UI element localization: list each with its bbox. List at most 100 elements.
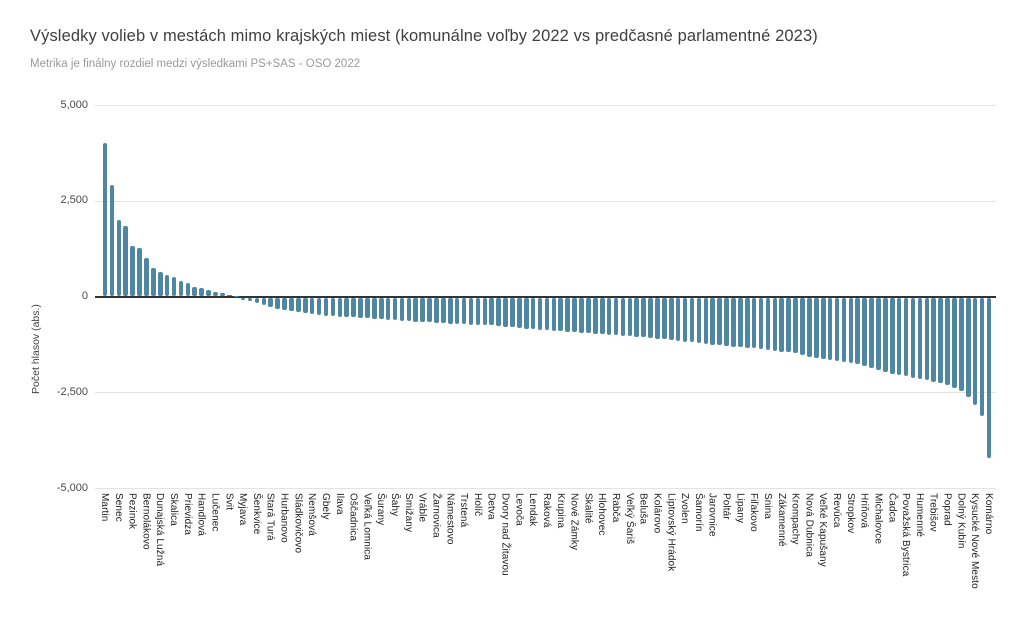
bar-pezinok[interactable]: [130, 246, 135, 297]
bar-handlov-[interactable]: [199, 288, 204, 297]
bar-rab-a[interactable]: [613, 297, 619, 336]
bar--enkvice[interactable]: [254, 297, 260, 304]
bar-kom-rno[interactable]: [986, 297, 992, 458]
bar[interactable]: [855, 297, 861, 365]
bar[interactable]: [510, 297, 515, 328]
bar[interactable]: [979, 297, 985, 416]
bar[interactable]: [523, 297, 529, 329]
bar[interactable]: [137, 247, 142, 297]
bar-kysuck-nov-mesto[interactable]: [972, 297, 978, 406]
bar-vr-ble[interactable]: [420, 297, 425, 322]
bar--amor-n[interactable]: [696, 297, 702, 344]
bar[interactable]: [938, 297, 943, 384]
bar-ilava[interactable]: [337, 297, 343, 317]
bar-nem-ov-[interactable]: [309, 297, 315, 315]
bar[interactable]: [786, 297, 791, 353]
bar-martin[interactable]: [102, 143, 108, 297]
bar-sl-dkovi-ovo[interactable]: [296, 297, 301, 313]
bar[interactable]: [772, 297, 778, 351]
bar-ve-k-kapu-any[interactable]: [820, 297, 826, 359]
bar--ahy[interactable]: [392, 297, 398, 321]
bar-detva[interactable]: [489, 297, 495, 326]
bar-star-tur-[interactable]: [268, 297, 274, 308]
bar[interactable]: [717, 297, 722, 346]
bar-senec[interactable]: [116, 219, 122, 297]
bar[interactable]: [744, 297, 750, 348]
bar[interactable]: [634, 297, 640, 337]
bar-krupina[interactable]: [558, 297, 564, 332]
bar-hri-ov-[interactable]: [862, 297, 867, 366]
bar[interactable]: [689, 297, 695, 343]
bar[interactable]: [372, 297, 377, 319]
bar[interactable]: [675, 297, 681, 341]
bar-skalit-[interactable]: [586, 297, 591, 334]
bar[interactable]: [358, 297, 363, 318]
bar[interactable]: [620, 297, 626, 336]
bar-o-adnica[interactable]: [351, 297, 356, 318]
bar-svit[interactable]: [227, 294, 232, 297]
bar-lendak[interactable]: [530, 297, 536, 330]
bar-fi-akovo[interactable]: [751, 297, 757, 349]
bar[interactable]: [496, 297, 501, 327]
bar[interactable]: [344, 297, 349, 318]
bar-n-mestovo[interactable]: [448, 297, 453, 324]
bar[interactable]: [427, 297, 432, 323]
bar[interactable]: [800, 297, 805, 356]
bar-dvory-nad-itavou[interactable]: [503, 297, 508, 327]
bar-lu-enec[interactable]: [213, 291, 218, 297]
bar[interactable]: [330, 297, 336, 317]
bar-kol-rovo[interactable]: [655, 297, 660, 339]
bar[interactable]: [302, 297, 308, 314]
bar-nov-z-mky[interactable]: [572, 297, 577, 333]
bar-nov-dubnica[interactable]: [807, 297, 812, 357]
bar[interactable]: [758, 297, 764, 350]
bar[interactable]: [648, 297, 653, 339]
bar-krompachy[interactable]: [793, 297, 798, 354]
bar-hurbanovo[interactable]: [282, 297, 287, 311]
bar[interactable]: [883, 297, 888, 372]
bar[interactable]: [896, 297, 902, 376]
bar[interactable]: [261, 297, 267, 306]
bar[interactable]: [289, 297, 294, 312]
bar[interactable]: [593, 297, 598, 334]
bar-doln-kub-n[interactable]: [959, 297, 964, 391]
bar-belu-a[interactable]: [641, 297, 646, 338]
bar[interactable]: [123, 226, 128, 297]
bar[interactable]: [482, 297, 488, 326]
bar[interactable]: [109, 185, 115, 297]
bar-bernol-kovo[interactable]: [144, 258, 149, 297]
bar[interactable]: [441, 297, 446, 324]
bar[interactable]: [869, 297, 874, 368]
bar[interactable]: [316, 297, 322, 315]
bar-rev-ca[interactable]: [834, 297, 840, 361]
bar--adca[interactable]: [889, 297, 895, 374]
bar[interactable]: [468, 297, 474, 325]
bar-skalica[interactable]: [171, 277, 177, 297]
bar-zvolen[interactable]: [682, 297, 688, 342]
bar[interactable]: [731, 297, 736, 347]
bar[interactable]: [247, 297, 253, 302]
bar[interactable]: [164, 275, 170, 297]
bar-michalovce[interactable]: [876, 297, 881, 370]
bar-myjava[interactable]: [240, 297, 246, 300]
bar[interactable]: [965, 297, 971, 398]
bar-snina[interactable]: [765, 297, 771, 350]
bar-hlohovec[interactable]: [599, 297, 605, 334]
bar[interactable]: [827, 297, 833, 360]
bar-levo-a[interactable]: [517, 297, 522, 329]
bar[interactable]: [454, 297, 460, 324]
bar[interactable]: [579, 297, 584, 333]
bar-gbely[interactable]: [323, 297, 329, 316]
bar[interactable]: [275, 297, 280, 309]
bar[interactable]: [206, 290, 211, 297]
bar-lipany[interactable]: [738, 297, 743, 348]
bar-prievidza[interactable]: [185, 283, 191, 297]
bar[interactable]: [399, 297, 405, 321]
bar[interactable]: [233, 295, 239, 297]
bar[interactable]: [178, 281, 184, 297]
bar[interactable]: [551, 297, 557, 331]
bar--urany[interactable]: [378, 297, 384, 320]
bar-jarovnice[interactable]: [710, 297, 716, 345]
bar[interactable]: [662, 297, 667, 340]
bar[interactable]: [192, 286, 198, 297]
